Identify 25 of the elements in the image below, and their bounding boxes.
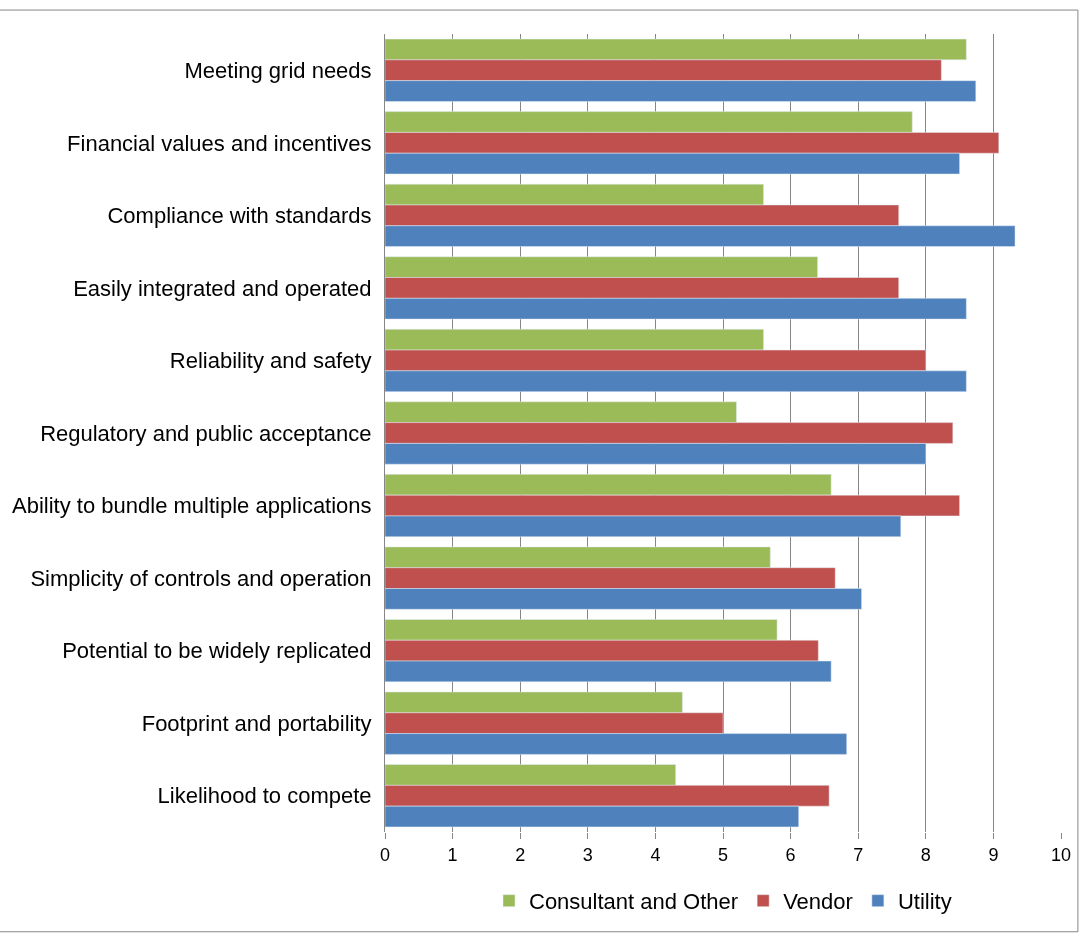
y-tick-label: Potential to be widely replicated	[62, 638, 372, 664]
x-tick-label: 3	[582, 844, 593, 865]
x-tick-label: 9	[988, 844, 999, 865]
y-tick-label: Simplicity of controls and operation	[30, 565, 372, 591]
legend-label: Consultant and Other	[529, 889, 739, 915]
y-tick-label: Reliability and safety	[169, 348, 372, 374]
legend-label: Utility	[897, 889, 952, 915]
x-tick-label: 8	[920, 844, 931, 865]
y-tick-label: Compliance with standards	[107, 203, 372, 229]
y-tick-label: Ability to bundle multiple applications	[12, 493, 372, 519]
x-tick-label: 5	[717, 844, 729, 865]
x-tick-label: 2	[515, 844, 526, 865]
y-tick-label: Regulatory and public acceptance	[40, 420, 372, 446]
y-tick-label: Financial values and incentives	[67, 130, 372, 156]
x-tick-label: 6	[785, 844, 796, 865]
x-tick-label: 1	[447, 844, 458, 865]
y-tick-label: Easily integrated and operated	[73, 275, 372, 301]
legend-label: Vendor	[783, 889, 853, 915]
x-tick-label: 0	[379, 844, 391, 865]
x-tick-label: 7	[853, 844, 864, 865]
y-tick-label: Meeting grid needs	[184, 57, 372, 83]
x-tick-label: 10	[1050, 844, 1072, 865]
y-tick-label: Likelihood to compete	[157, 783, 372, 809]
x-tick-label: 4	[650, 844, 661, 865]
y-tick-label: Footprint and portability	[141, 710, 372, 736]
